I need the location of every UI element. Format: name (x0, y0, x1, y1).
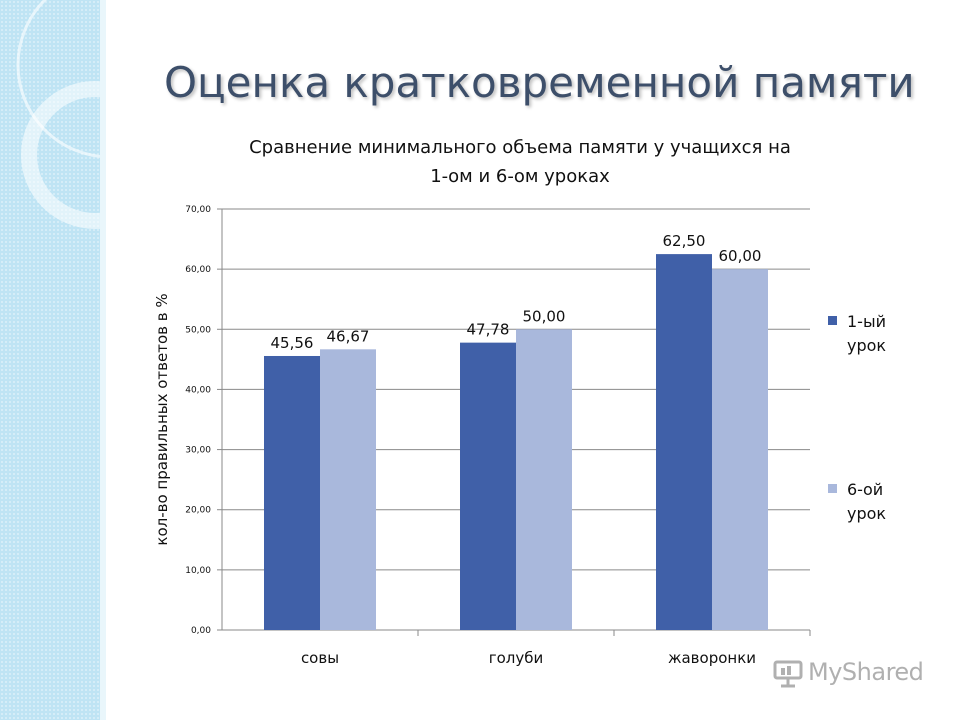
decorative-side-panel (0, 0, 106, 720)
bar-series-1 (656, 254, 712, 630)
y-tick-label: 10,00 (185, 566, 211, 576)
presentation-board-icon (773, 660, 803, 688)
y-axis-label: кол-во правильных ответов в % (153, 293, 171, 545)
y-tick-label: 70,00 (185, 205, 211, 215)
x-category-label: голуби (489, 649, 544, 667)
legend-swatch-series-2 (828, 484, 837, 493)
bar-series-1 (264, 355, 320, 630)
y-tick-label: 40,00 (185, 385, 211, 395)
side-panel-edge (100, 0, 106, 720)
watermark: MyShared (772, 656, 932, 692)
legend-label-series-1: 1-ый урок (847, 310, 903, 358)
legend-label-series-2-line-2: урок (847, 504, 887, 523)
data-label: 50,00 (523, 307, 566, 325)
bar-chart: 0,00 10,00 20,00 30,00 40,00 50,00 60,00 70,00 к… (153, 205, 811, 667)
data-label: 60,00 (719, 247, 762, 265)
y-tick-label: 60,00 (185, 265, 211, 275)
y-tick-label: 0,00 (191, 626, 211, 636)
x-category-label: совы (301, 649, 339, 667)
data-label: 46,67 (327, 327, 370, 345)
legend-label-series-1-line-1: 1-ый (847, 312, 886, 331)
bar-series-2 (320, 349, 376, 630)
y-tick-label: 20,00 (185, 506, 211, 516)
data-label: 47,78 (467, 321, 510, 339)
data-label: 62,50 (663, 232, 706, 250)
legend-label-series-2: 6-ой урок (847, 478, 903, 526)
chart-title-line-1: Сравнение минимального объема памяти у у… (249, 137, 791, 158)
legend-swatch-series-1 (828, 316, 837, 325)
slide-title: Оценка кратковременной памяти (164, 58, 915, 107)
legend-label-series-2-line-1: 6-ой (847, 480, 884, 499)
watermark-text: MyShared (808, 658, 924, 686)
decorative-circles (16, 0, 106, 229)
y-tick-label: 30,00 (185, 446, 211, 456)
chart-title: Сравнение минимального объема памяти у у… (200, 133, 840, 191)
chart-title-line-2: 1-ом и 6-ом уроках (430, 166, 610, 187)
data-label: 45,56 (271, 334, 314, 352)
x-category-label: жаворонки (668, 649, 756, 667)
legend-label-series-1-line-2: урок (847, 336, 887, 355)
y-tick-label: 50,00 (185, 325, 211, 335)
bar-series-2 (712, 269, 768, 630)
bar-series-1 (460, 342, 516, 630)
bar-series-2 (516, 329, 572, 630)
